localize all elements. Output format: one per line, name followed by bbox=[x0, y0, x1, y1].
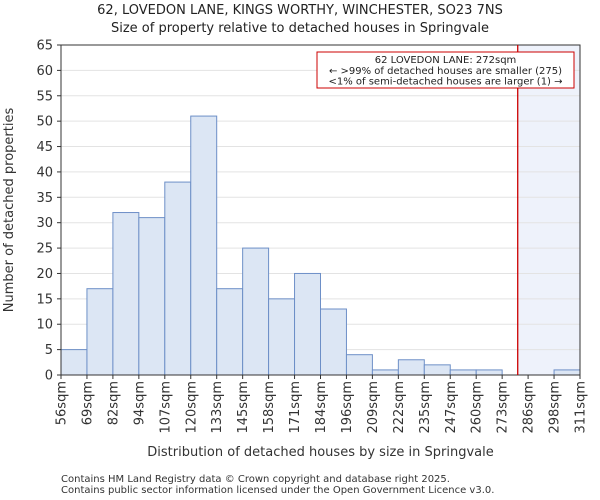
x-tick-label: 247sqm bbox=[444, 381, 459, 434]
y-tick-label: 10 bbox=[36, 318, 53, 333]
histogram-bar bbox=[397, 359, 425, 376]
histogram-bar bbox=[86, 288, 114, 376]
y-tick-label: 15 bbox=[36, 292, 53, 307]
y-axis-label: Number of detached properties bbox=[2, 108, 17, 313]
histogram-bar bbox=[294, 272, 321, 376]
x-tick-label: 260sqm bbox=[470, 381, 485, 434]
x-tick-label: 158sqm bbox=[262, 381, 277, 434]
y-tick-label: 40 bbox=[36, 165, 53, 180]
histogram-bar bbox=[423, 364, 451, 376]
chart-title-address: 62, LOVEDON LANE, KINGS WORTHY, WINCHEST… bbox=[97, 3, 503, 18]
bars bbox=[60, 115, 581, 376]
x-tick-label: 298sqm bbox=[548, 381, 563, 434]
x-tick-label: 196sqm bbox=[340, 381, 355, 434]
histogram-bar bbox=[449, 369, 477, 376]
x-tick-label: 94sqm bbox=[132, 381, 147, 425]
y-tick-label: 30 bbox=[36, 216, 53, 231]
histogram-bar bbox=[112, 212, 140, 376]
y-tick-label: 20 bbox=[36, 267, 53, 282]
x-tick-label: 56sqm bbox=[55, 381, 70, 425]
y-tick-label: 60 bbox=[36, 64, 53, 79]
annotation-box bbox=[316, 51, 575, 89]
chart-subtitle: Size of property relative to detached ho… bbox=[110, 21, 489, 36]
y-tick-label: 0 bbox=[45, 369, 53, 384]
x-tick-label: 145sqm bbox=[236, 381, 251, 434]
y-tick-label: 45 bbox=[36, 140, 53, 155]
histogram-bar bbox=[190, 115, 218, 376]
x-tick-label: 133sqm bbox=[210, 381, 225, 434]
histogram-bar bbox=[345, 354, 373, 376]
x-axis-label: Distribution of detached houses by size … bbox=[147, 445, 493, 460]
x-tick-label: 184sqm bbox=[314, 381, 329, 434]
histogram-bar bbox=[164, 181, 192, 376]
x-tick-label: 273sqm bbox=[496, 381, 511, 434]
footer-licence: Contains public sector information licen… bbox=[61, 485, 495, 496]
histogram-bar bbox=[320, 308, 347, 376]
histogram-bar bbox=[216, 288, 244, 376]
histogram-bar bbox=[60, 349, 88, 376]
axis-ticks: 0 5 10 15 20 25 30 35 40 45 50 55 60 65 56sqm 69sqm 82sq… bbox=[36, 39, 588, 434]
x-tick-label: 235sqm bbox=[418, 381, 433, 434]
x-tick-label: 82sqm bbox=[106, 381, 121, 425]
y-tick-label: 35 bbox=[36, 191, 53, 206]
property-annotation: 62 LOVEDON LANE: 272sqm ← >99% of detach… bbox=[316, 51, 575, 89]
x-tick-label: 107sqm bbox=[158, 381, 173, 434]
x-tick-label: 209sqm bbox=[366, 381, 381, 434]
x-tick-label: 69sqm bbox=[80, 381, 95, 425]
x-tick-label: 311sqm bbox=[574, 381, 589, 434]
annotation-larger-share: <1% of semi-detached houses are larger (… bbox=[328, 77, 562, 88]
x-tick-label: 222sqm bbox=[392, 381, 407, 434]
histogram-bar bbox=[268, 298, 296, 376]
footer-copyright: Contains HM Land Registry data © Crown c… bbox=[61, 474, 450, 485]
x-tick-label: 120sqm bbox=[184, 381, 199, 434]
larger-than-property-shade bbox=[517, 45, 580, 375]
y-tick-label: 65 bbox=[36, 39, 53, 54]
histogram-bar bbox=[371, 369, 399, 376]
y-tick-label: 50 bbox=[36, 115, 53, 130]
y-tick-label: 25 bbox=[36, 242, 53, 257]
histogram-bar bbox=[475, 369, 503, 376]
x-tick-label: 286sqm bbox=[522, 381, 537, 434]
x-tick-label: 171sqm bbox=[288, 381, 303, 434]
annotation-property-size: 62 LOVEDON LANE: 272sqm bbox=[375, 55, 517, 66]
histogram-bar bbox=[138, 217, 166, 376]
annotation-smaller-share: ← >99% of detached houses are smaller (2… bbox=[329, 66, 562, 77]
y-tick-label: 5 bbox=[45, 343, 53, 358]
histogram-bar bbox=[242, 247, 270, 376]
y-tick-label: 55 bbox=[36, 89, 53, 104]
histogram-bar bbox=[553, 369, 581, 376]
